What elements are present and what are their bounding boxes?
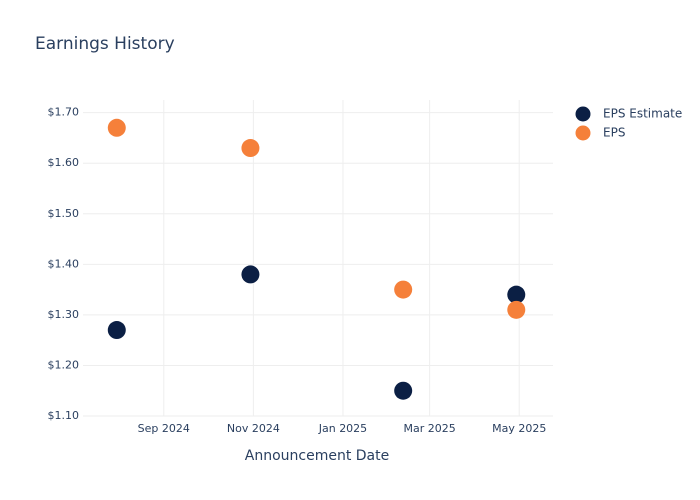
- legend-marker: [575, 106, 591, 122]
- y-tick-label: $1.20: [48, 358, 80, 371]
- x-tick-label: Jan 2025: [318, 422, 367, 435]
- data-point: [241, 265, 260, 284]
- y-tick-label: $1.60: [48, 156, 80, 169]
- legend-label: EPS Estimate: [603, 107, 682, 121]
- data-point: [507, 300, 526, 319]
- x-tick-label: Sep 2024: [138, 422, 190, 435]
- chart-title: Earnings History: [35, 34, 175, 54]
- y-tick-label: $1.50: [48, 207, 80, 220]
- data-point: [107, 321, 126, 340]
- x-tick-label: Mar 2025: [404, 422, 456, 435]
- data-point: [394, 280, 413, 299]
- x-tick-label: May 2025: [492, 422, 546, 435]
- y-tick-label: $1.30: [48, 308, 80, 321]
- y-tick-label: $1.40: [48, 257, 80, 270]
- data-point: [394, 381, 413, 400]
- data-point: [507, 285, 526, 304]
- x-axis-title: Announcement Date: [245, 448, 389, 464]
- data-point: [107, 118, 126, 137]
- y-tick-label: $1.10: [48, 409, 80, 422]
- x-tick-label: Nov 2024: [227, 422, 280, 435]
- legend-label: EPS: [603, 126, 625, 140]
- data-point: [241, 139, 260, 158]
- y-tick-label: $1.70: [48, 106, 80, 119]
- legend-marker: [575, 125, 591, 141]
